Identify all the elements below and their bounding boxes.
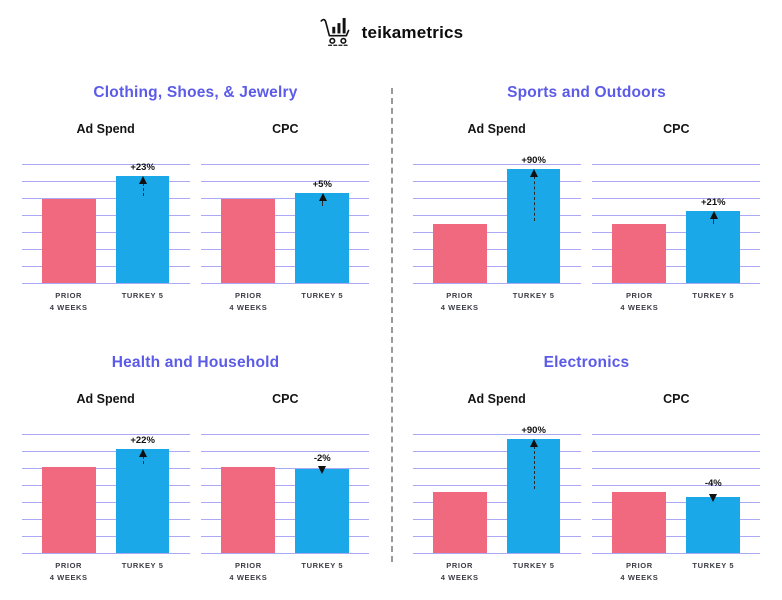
bar-prior-4-weeks [41,199,96,283]
x-label-turkey: TURKEY 5 [121,291,164,300]
x-label-prior: PRIOR 4 WEEKS [440,291,479,312]
x-label-prior: PRIOR 4 WEEKS [49,561,88,582]
metric-title: Ad Spend [76,122,135,136]
bar-turkey-5 [686,493,741,553]
x-label-turkey: TURKEY 5 [512,291,555,300]
brand-wordmark: teikametrics [361,23,464,42]
bar-prior-4-weeks [432,491,487,553]
chart-sports-ad-spend: Ad Spend +90% PRIOR 4 WEEKS TURKEY 5 [412,122,581,318]
change-label: +5% [312,179,332,190]
bar-turkey-5 [295,466,350,553]
vertical-dashed-divider [391,88,393,562]
bar-turkey-5 [115,176,170,283]
section-title: Sports and Outdoors [507,84,666,101]
chart-electronics-ad-spend: Ad Spend +90% PRIOR 4 WEEKS TURKEY 5 [412,392,581,588]
x-label-prior: PRIOR 4 WEEKS [229,561,268,582]
section-health-household: Health and Household Ad Spend +22% PRIOR… [0,354,391,588]
metric-title: Ad Spend [76,392,135,406]
metric-title: CPC [663,392,690,406]
change-arrow-icon [318,193,327,206]
change-arrow-icon [139,448,148,464]
plot-area: -2% [201,434,370,554]
chart-electronics-cpc: CPC -4% PRIOR 4 WEEKS TURKEY 5 [592,392,761,588]
x-label-prior: PRIOR 4 WEEKS [620,561,659,582]
header: teikametrics [0,0,782,52]
change-arrow-icon [709,211,718,224]
metric-title: Ad Spend [467,122,526,136]
section-title: Electronics [543,354,630,371]
change-label: -4% [704,477,722,489]
section-electronics: Electronics Ad Spend +90% PRIOR 4 WEEKS T… [391,354,782,588]
bar-turkey-5 [115,448,170,553]
bar-prior-4-weeks [221,199,276,283]
x-label-turkey: TURKEY 5 [692,561,735,570]
change-label: -2% [313,452,331,464]
x-label-turkey: TURKEY 5 [301,291,344,300]
plot-area: +90% [412,155,581,284]
change-label: +21% [700,197,726,208]
chart-health-cpc: CPC -2% PRIOR 4 WEEKS TURKEY 5 [201,392,370,588]
x-label-turkey: TURKEY 5 [121,561,164,570]
metric-title: CPC [663,122,690,136]
x-label-turkey: TURKEY 5 [512,561,555,570]
change-arrow-icon [139,176,148,196]
x-label-prior: PRIOR 4 WEEKS [229,291,268,312]
bar-prior-4-weeks [612,491,667,553]
section-sports-outdoors: Sports and Outdoors Ad Spend +90% PRIOR 4… [391,84,782,318]
bar-turkey-5 [295,193,350,283]
x-label-prior: PRIOR 4 WEEKS [49,291,88,312]
bar-prior-4-weeks [612,224,667,283]
shopping-cart-barchart-icon [319,15,353,51]
section-title: Clothing, Shoes, & Jewelry [93,84,298,101]
metric-title: Ad Spend [467,392,526,406]
chart-sports-cpc: CPC +21% PRIOR 4 WEEKS TURKEY 5 [592,122,761,318]
plot-area: -4% [592,434,761,554]
metric-title: CPC [272,122,299,136]
chart-clothing-cpc: CPC +5% PRIOR 4 WEEKS TURKEY 5 [201,122,370,318]
bar-prior-4-weeks [221,466,276,553]
bar-prior-4-weeks [41,466,96,553]
change-arrow-icon [530,439,539,489]
bar-turkey-5 [506,439,561,553]
change-label: +90% [521,425,546,436]
bar-turkey-5 [506,168,561,283]
x-label-turkey: TURKEY 5 [692,291,735,300]
section-title: Health and Household [111,354,280,371]
bar-prior-4-weeks [432,224,487,283]
x-label-prior: PRIOR 4 WEEKS [440,561,479,582]
change-label: +23% [130,162,155,174]
chart-health-ad-spend: Ad Spend +22% PRIOR 4 WEEKS TURKEY 5 [21,392,190,588]
section-clothing-shoes-jewelry: Clothing, Shoes, & Jewelry Ad Spend +23%… [0,84,391,318]
plot-area: +21% [592,164,761,284]
plot-area: +5% [201,164,370,284]
change-label: +22% [130,434,155,446]
x-label-turkey: TURKEY 5 [301,561,344,570]
bar-turkey-5 [686,211,741,283]
change-label: +90% [521,155,546,166]
x-label-prior: PRIOR 4 WEEKS [620,291,659,312]
plot-area: +22% [21,434,190,554]
change-arrow-icon [530,168,539,222]
metric-title: CPC [272,392,299,406]
sections-grid: Clothing, Shoes, & Jewelry Ad Spend +23%… [0,84,782,588]
chart-clothing-ad-spend: Ad Spend +23% PRIOR 4 WEEKS TURKEY 5 [21,122,190,318]
plot-area: +23% [21,162,190,284]
plot-area: +90% [412,425,581,554]
